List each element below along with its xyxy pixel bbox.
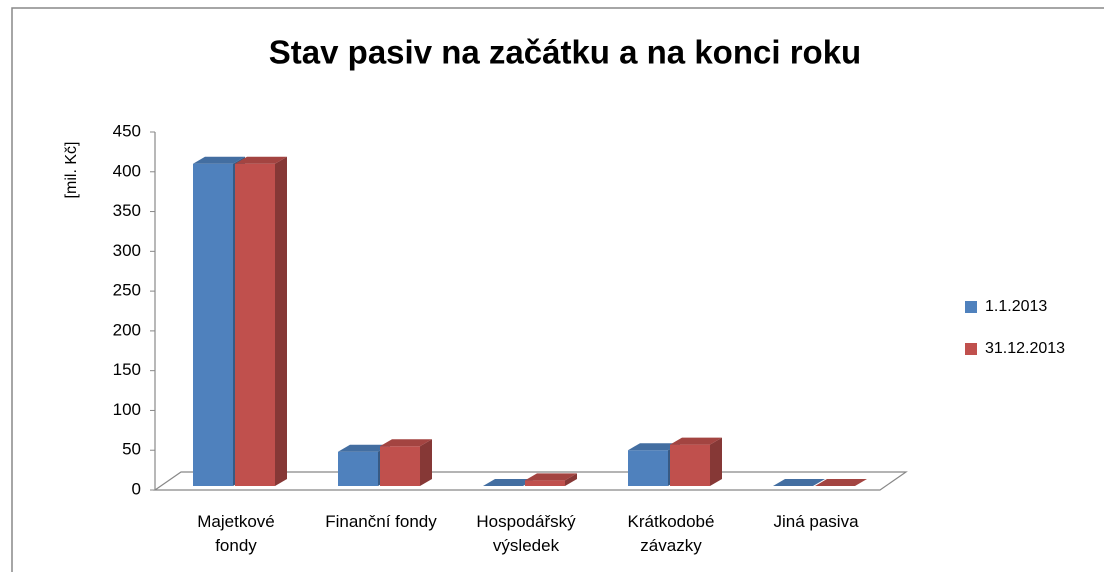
- bar-top: [338, 444, 390, 452]
- bar: [380, 439, 432, 486]
- bar-front: [338, 451, 378, 486]
- bar-front: [193, 163, 233, 487]
- bar-top: [380, 439, 432, 447]
- bar: [525, 473, 577, 486]
- bar-side: [275, 156, 287, 487]
- y-tick-label: 50: [122, 440, 141, 459]
- bar-top: [628, 443, 680, 451]
- legend-swatch: [965, 343, 977, 355]
- bar-top: [525, 473, 577, 481]
- bar-top: [483, 479, 535, 486]
- bar: [815, 479, 867, 486]
- bar: [773, 479, 825, 486]
- legend-swatch: [965, 301, 977, 313]
- bar: [483, 479, 535, 486]
- x-tick-label: Majetkové fondy: [197, 512, 275, 555]
- y-tick-label: 300: [113, 241, 141, 260]
- bar-side: [565, 473, 577, 486]
- bar-top: [815, 479, 867, 486]
- legend-label: 31.12.2013: [985, 340, 1065, 357]
- x-tick-label: Finanční fondy: [325, 512, 437, 531]
- bar-top: [235, 156, 287, 164]
- y-tick-label: 400: [113, 161, 141, 180]
- x-tick-label: Jiná pasiva: [773, 512, 859, 531]
- bar-front: [525, 480, 565, 486]
- bar-front: [670, 444, 710, 486]
- x-tick-label: Hospodářský výsledek: [476, 512, 576, 555]
- bar-top: [670, 437, 722, 445]
- y-tick-label: 0: [132, 479, 141, 498]
- y-tick-label: 350: [113, 201, 141, 220]
- bar: [670, 437, 722, 486]
- y-axis-label: [mil. Kč]: [63, 142, 80, 199]
- y-tick-label: 450: [113, 121, 141, 140]
- bar-front: [628, 450, 668, 486]
- bar-side: [420, 439, 432, 486]
- chart-border: [11, 7, 1104, 572]
- y-tick-label: 150: [113, 360, 141, 379]
- bar: [235, 156, 287, 487]
- legend-label: 1.1.2013: [985, 298, 1047, 315]
- y-tick-label: 200: [113, 320, 141, 339]
- bar-top: [773, 479, 825, 486]
- chart-title: Stav pasiv na začátku a na konci roku: [269, 34, 861, 71]
- bar-top: [193, 156, 245, 164]
- bar-side: [710, 437, 722, 486]
- bar-front: [380, 446, 420, 486]
- x-tick-label: Krátkodobé závazky: [627, 512, 715, 555]
- bar-front: [235, 163, 275, 487]
- y-tick-label: 100: [113, 400, 141, 419]
- y-tick-label: 250: [113, 281, 141, 300]
